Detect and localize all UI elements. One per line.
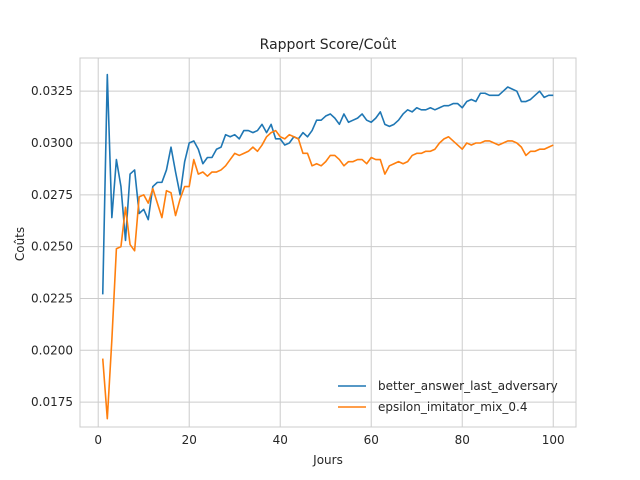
y-tick-label: 0.0175 (31, 395, 73, 409)
y-axis-title: Coûts (13, 227, 27, 261)
plot-area (79, 57, 577, 428)
series-lines (101, 73, 554, 420)
x-axis-title: Jours (312, 453, 343, 467)
series-line-better-answer-last-adversary (101, 73, 554, 295)
grid-lines (80, 58, 576, 427)
x-tick-label: 100 (542, 433, 565, 447)
x-tick-label: 80 (455, 433, 470, 447)
y-tick-label: 0.0325 (31, 84, 73, 98)
legend-label: epsilon_imitator_mix_0.4 (378, 400, 527, 414)
y-tick-label: 0.0225 (31, 291, 73, 305)
x-tick-label: 0 (94, 433, 102, 447)
plot-border (79, 57, 577, 428)
x-tick-label: 60 (364, 433, 379, 447)
y-tick-label: 0.0275 (31, 188, 73, 202)
legend-label: better_answer_last_adversary (378, 379, 558, 393)
y-tick-label: 0.0300 (31, 136, 73, 150)
series-line-epsilon-imitator-mix-0-4 (101, 129, 554, 420)
y-axis-ticks: 0.0175 0.0200 0.0225 0.0250 0.0275 0.0300 0.03… (31, 84, 73, 409)
y-tick-label: 0.0200 (31, 343, 73, 357)
x-axis-ticks: 0 20 40 60 80 100 (94, 433, 564, 447)
legend: better_answer_last_adversary epsilon_imit… (338, 379, 558, 414)
y-tick-label: 0.0250 (31, 240, 73, 254)
plot-background (80, 58, 576, 427)
x-tick-label: 20 (182, 433, 197, 447)
chart-title: Rapport Score/Coût (260, 37, 397, 53)
x-tick-label: 40 (273, 433, 288, 447)
